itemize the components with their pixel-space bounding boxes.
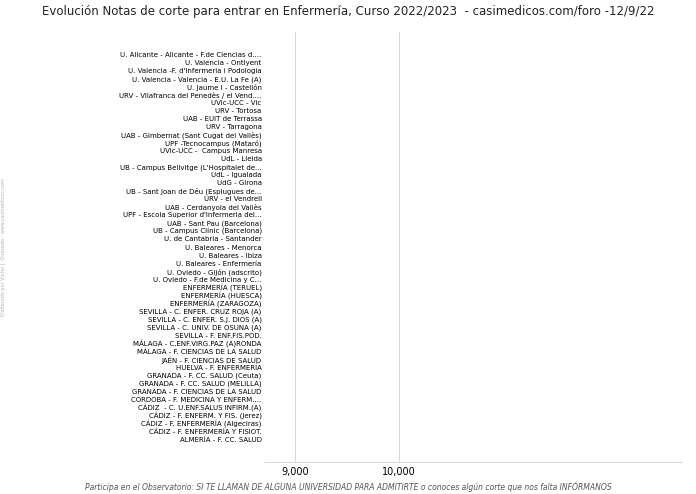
Text: Evolución Notas de corte para entrar en Enfermería, Curso 2022/2023  - casimedic: Evolución Notas de corte para entrar en … xyxy=(42,5,654,18)
Text: Elaborado por Victor J. Quesada - www.casimedicos.com: Elaborado por Victor J. Quesada - www.ca… xyxy=(1,178,6,316)
Text: Participa en el Observatorio: SI TE LLAMAN DE ALGUNA UNIVERSIDAD PARA ADMITIRTE : Participa en el Observatorio: SI TE LLAM… xyxy=(85,481,611,492)
Text: URV - el Vendrell
Actual: 11,039: URV - el Vendrell Actual: 11,039 xyxy=(0,493,1,494)
